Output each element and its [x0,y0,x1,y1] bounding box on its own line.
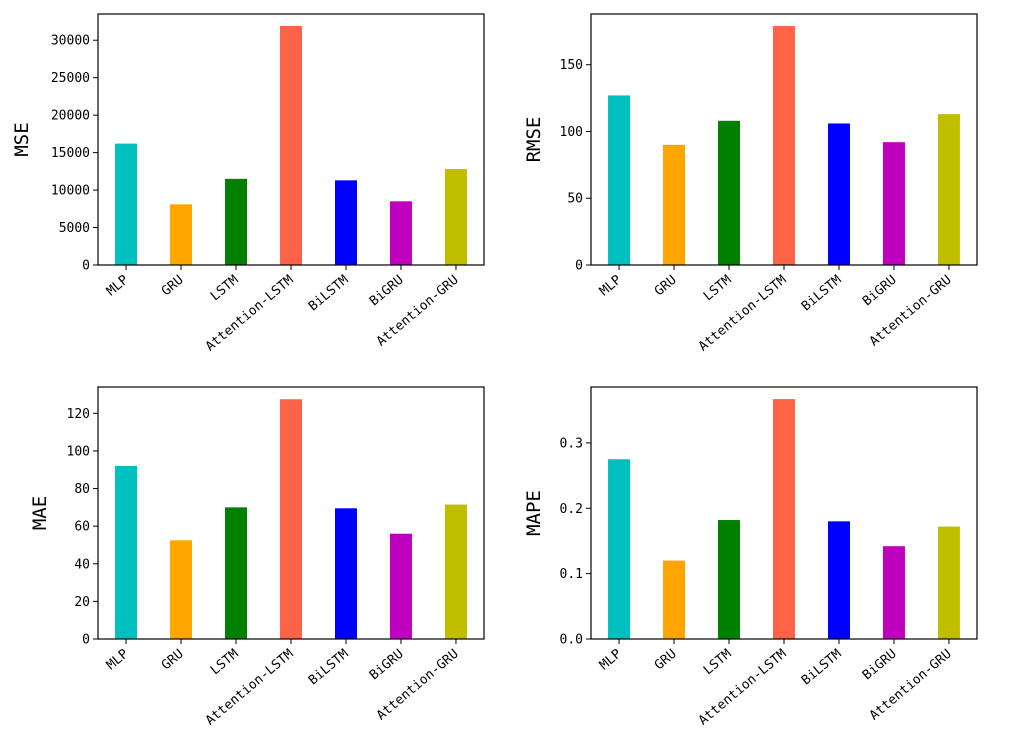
rmse-ytick-label: 0 [575,259,583,274]
mae-ytick-label: 100 [67,444,90,459]
mape-bar-lstm [718,520,741,639]
rmse-ytick-label: 150 [560,58,583,73]
mae-ytick-label: 40 [74,557,90,572]
mae-ytick-label: 80 [74,482,90,497]
mse-ylabel: MSE [11,122,33,156]
mse-bar-bigru [389,201,412,265]
mae-xtick-label-lstm: LSTM [208,646,242,678]
mse-ytick-label: 0 [82,259,90,274]
mae-ylabel: MAE [29,496,51,530]
rmse-bar-attention-lstm [773,26,795,265]
mae-bar-lstm [225,507,248,639]
mape-ylabel: MAPE [523,490,545,536]
mae-bar-bigru [389,533,412,639]
mape-bar-attention-gru [937,526,960,639]
rmse-bar-bigru [882,142,905,265]
mape-xtick-label-bilstm: BiLSTM [799,646,845,688]
mape-bar-mlp [608,459,631,639]
mae-ytick-label: 0 [82,633,90,648]
mse-ytick-label: 25000 [51,71,90,86]
mse-xtick-label-lstm: LSTM [208,272,242,304]
rmse-xtick-label-bilstm: BiLSTM [799,272,845,314]
mae-xtick-label-bilstm: BiLSTM [306,646,352,688]
mse-bar-attention-gru [444,169,467,265]
mse-bar-lstm [225,178,248,265]
mse-xtick-label-mlp: MLP [104,272,132,299]
mse-ytick-label: 15000 [51,146,90,161]
mae-bar-attention-gru [444,504,467,639]
mse-xtick-label-gru: GRU [159,273,187,300]
mae-xtick-label-bigru: BiGRU [367,647,407,684]
rmse-ytick-label: 100 [560,125,583,140]
mape-ytick-label: 0.3 [560,436,583,451]
rmse-xtick-label-lstm: LSTM [701,272,735,304]
mse-xtick-label-bigru: BiGRU [367,273,407,310]
rmse-ytick-label: 50 [567,192,583,207]
rmse-ylabel: RMSE [523,117,545,163]
mae-ytick-label: 20 [74,595,90,610]
mape-xtick-label-lstm: LSTM [701,646,735,678]
mae-xtick-label-gru: GRU [159,647,187,674]
mse-bar-mlp [115,143,138,265]
mse-chart: 0 5000 10000 15000 20000 25000 30000 MLP GRU LSTM… [11,13,485,354]
mse-ytick-label: 30000 [51,34,90,49]
mse-bar-attention-lstm [280,25,302,265]
mae-bar-gru [170,540,193,639]
rmse-bar-attention-gru [937,114,960,265]
mae-xtick-label-mlp: MLP [104,646,132,673]
mape-xtick-label-mlp: MLP [597,646,625,673]
mse-xtick-label-bilstm: BiLSTM [306,272,352,314]
mse-ytick-label: 5000 [59,221,90,236]
rmse-xtick-label-bigru: BiGRU [860,273,900,310]
mse-bar-gru [170,204,193,265]
mape-bar-gru [663,560,686,639]
mse-ytick-label: 20000 [51,109,90,124]
rmse-xtick-label-gru: GRU [652,273,680,300]
mape-xtick-label-bigru: BiGRU [860,647,900,684]
mape-bar-bilstm [827,521,850,639]
rmse-bar-mlp [608,95,631,265]
rmse-bar-bilstm [827,123,850,265]
mape-bar-attention-lstm [773,399,795,639]
mae-ytick-label: 120 [67,407,90,422]
mse-bar-bilstm [334,180,357,265]
rmse-xtick-label-mlp: MLP [597,272,625,299]
rmse-bar-gru [663,144,686,265]
mape-ytick-label: 0.1 [560,567,583,582]
mae-bar-bilstm [334,508,357,639]
mae-bar-attention-lstm [280,399,302,639]
mae-ytick-label: 60 [74,520,90,535]
mape-ytick-label: 0.0 [560,633,583,648]
mape-bar-bigru [882,546,905,639]
mape-xtick-label-gru: GRU [652,647,680,674]
mse-ytick-label: 10000 [51,184,90,199]
rmse-bar-lstm [718,120,741,265]
mape-ytick-label: 0.2 [560,502,583,517]
mae-bar-mlp [115,465,138,639]
